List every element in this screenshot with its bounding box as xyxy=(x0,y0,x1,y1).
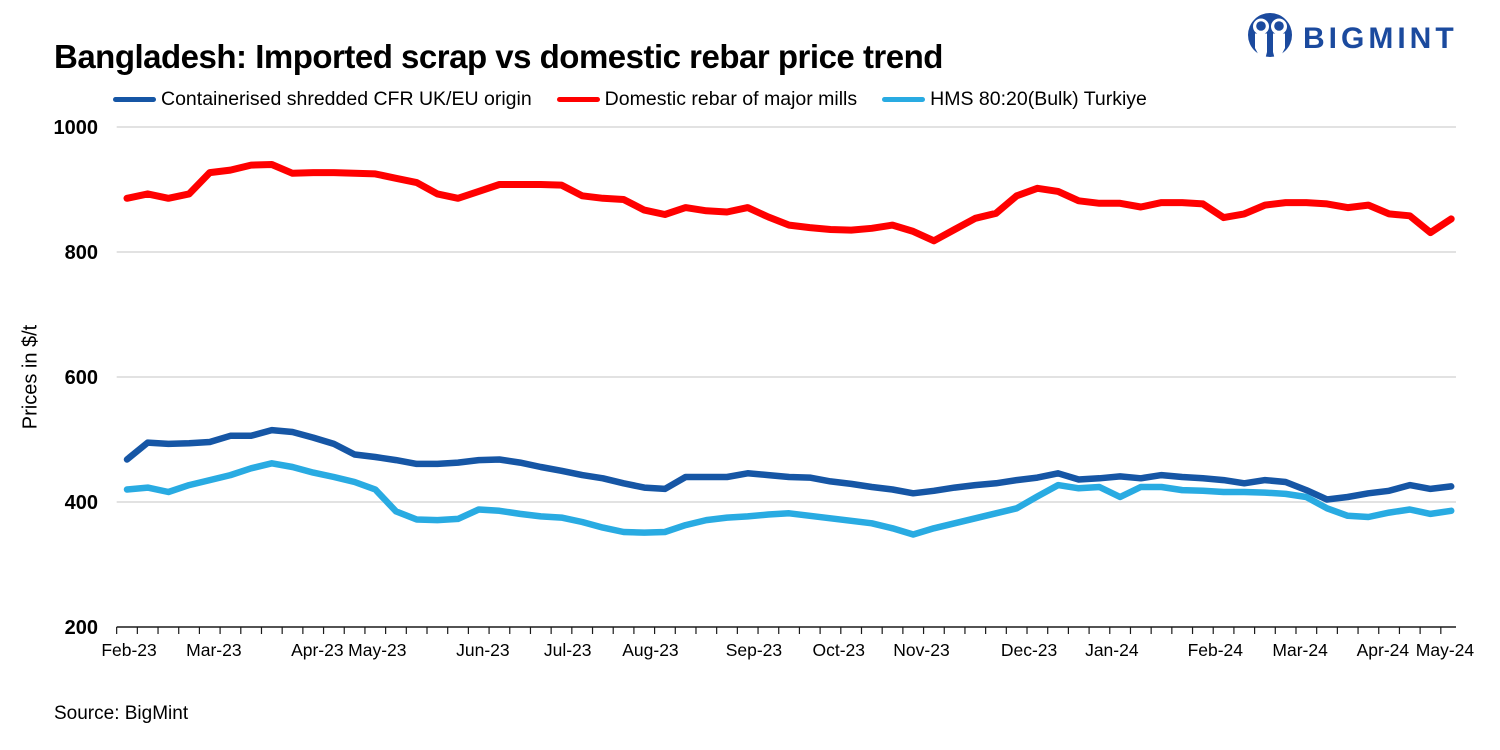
x-tick-label: Jun-23 xyxy=(456,640,510,660)
legend: Containerised shredded CFR UK/EU origin … xyxy=(113,88,1172,111)
series-line-rebar xyxy=(123,161,1455,245)
legend-swatch-rebar xyxy=(556,97,600,102)
x-tick-label: Jul-23 xyxy=(544,640,592,660)
legend-label-rebar: Domestic rebar of major mills xyxy=(604,88,858,110)
y-axis-title: Prices in $/t xyxy=(19,324,42,430)
x-tick-label: Dec-23 xyxy=(1001,640,1057,660)
legend-item-shredded: Containerised shredded CFR UK/EU origin xyxy=(113,88,532,111)
legend-item-rebar: Domestic rebar of major mills xyxy=(556,88,858,111)
x-tick-label: May-24 xyxy=(1416,640,1475,660)
x-tick-label: Oct-23 xyxy=(812,640,865,660)
y-tick-label: 1000 xyxy=(54,117,99,139)
y-tick-label: 600 xyxy=(65,367,98,389)
legend-label-shredded: Containerised shredded CFR UK/EU origin xyxy=(161,88,532,110)
brand-name: BIGMINT xyxy=(1303,22,1458,55)
y-tick-label: 200 xyxy=(65,617,98,639)
series-line-hms xyxy=(123,460,1455,538)
series-line-shredded xyxy=(123,426,1455,503)
legend-item-hms: HMS 80:20(Bulk) Turkiye xyxy=(882,88,1147,111)
legend-swatch-hms xyxy=(882,97,926,102)
x-tick-label: Mar-23 xyxy=(186,640,241,660)
chart-area: 200 400 600 800 1000 Feb-23 Mar-23 Apr-23 May-23… xyxy=(54,117,1475,660)
x-tick-label: Sep-23 xyxy=(726,640,782,660)
x-tick-label: Nov-23 xyxy=(893,640,949,660)
x-tick-label: Jan-24 xyxy=(1085,640,1139,660)
price-trend-chart: 200 400 600 800 1000 Feb-23 Mar-23 Apr-23 May-23… xyxy=(54,117,1475,660)
x-tick-label: Apr-23 xyxy=(291,640,344,660)
brand-logo: BIGMINT xyxy=(1245,12,1458,64)
x-tick-label: Apr-24 xyxy=(1357,640,1410,660)
x-tick-label: Mar-24 xyxy=(1272,640,1328,660)
legend-label-hms: HMS 80:20(Bulk) Turkiye xyxy=(930,88,1147,110)
x-tick-label: Feb-23 xyxy=(101,640,156,660)
source-note: Source: BigMint xyxy=(54,703,189,724)
x-tick-label: Aug-23 xyxy=(622,640,678,660)
bigmint-logo-icon xyxy=(1248,13,1292,61)
y-tick-label: 400 xyxy=(65,492,98,514)
chart-title: Bangladesh: Imported scrap vs domestic r… xyxy=(54,38,943,76)
y-tick-label: 800 xyxy=(65,242,98,264)
x-tick-label: Feb-24 xyxy=(1188,640,1244,660)
legend-swatch-shredded xyxy=(113,97,156,102)
x-tick-label: May-23 xyxy=(348,640,406,660)
